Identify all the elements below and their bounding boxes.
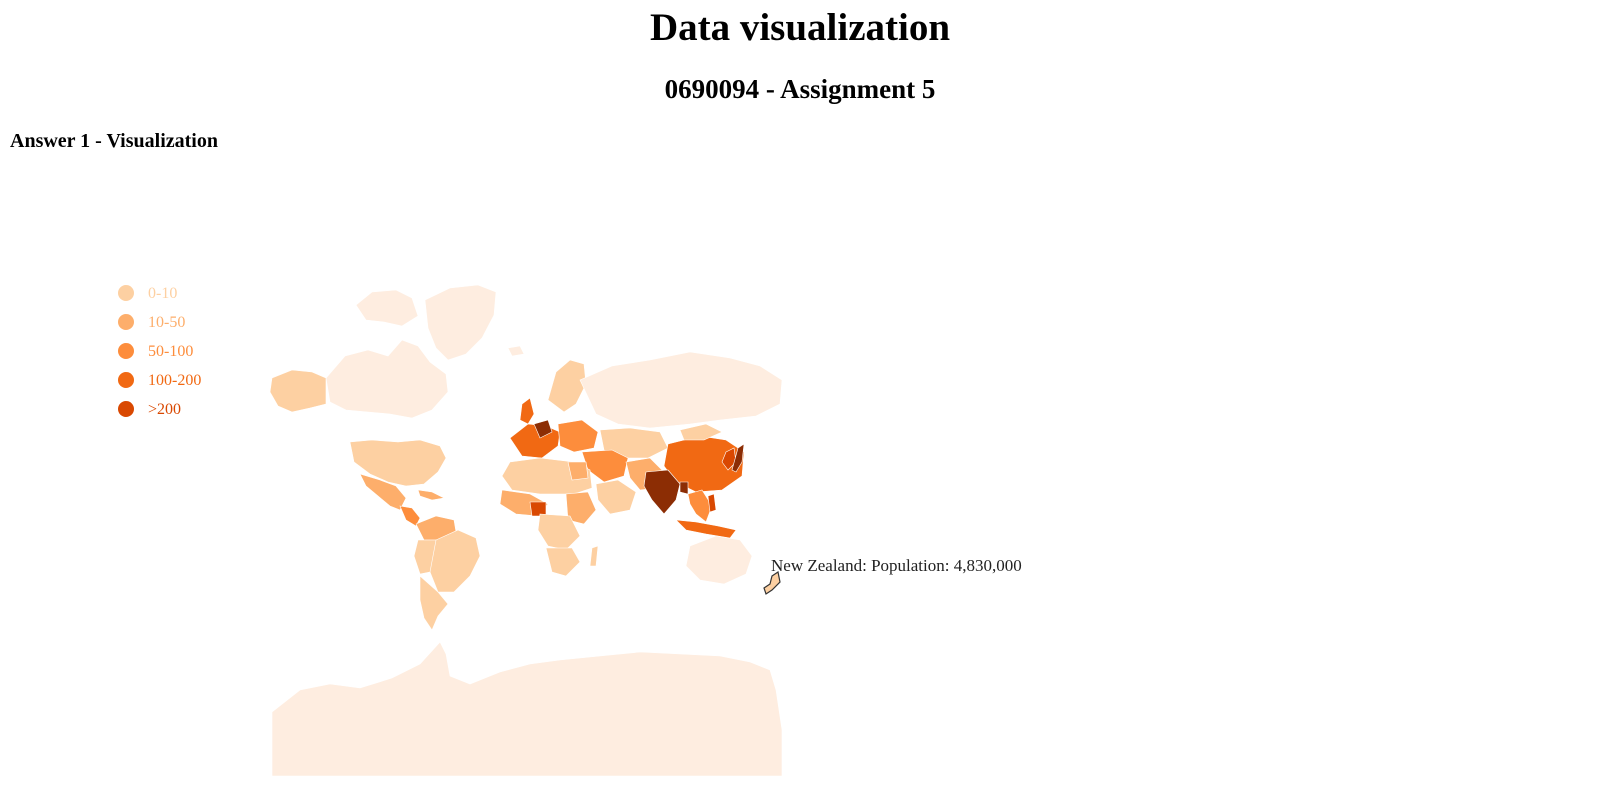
country-scandinavia[interactable] <box>547 359 587 413</box>
legend-swatch-0 <box>118 285 134 301</box>
legend-item-3: 100-200 <box>118 372 201 389</box>
legend-item-1: 10-50 <box>118 314 185 331</box>
page-subtitle: 0690094 - Assignment 5 <box>664 74 936 104</box>
country-nigeria[interactable] <box>529 501 547 517</box>
country-arabia[interactable] <box>595 479 637 515</box>
country-japan-islands[interactable] <box>731 443 745 473</box>
legend-swatch-4 <box>118 401 134 417</box>
country-mongolia[interactable] <box>679 423 723 441</box>
country-uk[interactable] <box>519 397 535 425</box>
country-southern-africa[interactable] <box>545 547 581 577</box>
legend-label-2: 50-100 <box>148 343 193 360</box>
legend-swatch-1 <box>118 314 134 330</box>
country-india[interactable] <box>643 469 681 515</box>
countries <box>269 284 783 777</box>
country-bangladesh[interactable] <box>679 481 689 495</box>
legend-swatch-3 <box>118 372 134 388</box>
country-antarctica[interactable] <box>271 641 783 777</box>
country-australia[interactable] <box>685 535 753 585</box>
tooltip-text: New Zealand: Population: 4,830,000 <box>771 556 1022 575</box>
legend-swatch-2 <box>118 343 134 359</box>
tooltip: New Zealand: Population: 4,830,000 <box>771 556 1022 575</box>
country-benelux[interactable] <box>533 419 553 439</box>
country-japan[interactable] <box>721 447 737 471</box>
country-iceland[interactable] <box>507 345 525 357</box>
country-madagascar[interactable] <box>589 545 599 567</box>
legend-label-3: 100-200 <box>148 372 201 389</box>
country-alaska[interactable] <box>269 369 327 413</box>
legend-label-0: 0-10 <box>148 285 177 302</box>
country-peru-bolivia[interactable] <box>413 539 437 575</box>
country-central-america[interactable] <box>399 505 421 527</box>
country-argentina-chile[interactable] <box>419 575 449 631</box>
country-mexico[interactable] <box>359 473 407 511</box>
country-russia[interactable] <box>579 351 783 429</box>
section-heading: Answer 1 - Visualization <box>10 130 218 152</box>
country-egypt[interactable] <box>567 461 589 481</box>
country-philippines[interactable] <box>707 493 717 513</box>
country-southeast-asia[interactable] <box>687 489 713 523</box>
legend: 0-10 10-50 50-100 100-200 >200 <box>118 285 201 418</box>
country-canada[interactable] <box>325 339 449 419</box>
country-western-europe[interactable] <box>509 423 561 459</box>
legend-label-4: >200 <box>148 401 181 418</box>
country-new-zealand[interactable] <box>763 571 781 595</box>
legend-item-2: 50-100 <box>118 343 193 360</box>
country-eastern-europe[interactable] <box>557 419 599 453</box>
country-canada-islands[interactable] <box>355 289 419 327</box>
legend-label-1: 10-50 <box>148 314 185 331</box>
country-indonesia[interactable] <box>675 519 737 539</box>
page-title: Data visualization <box>649 6 951 49</box>
country-usa[interactable] <box>349 439 447 487</box>
legend-item-4: >200 <box>118 401 181 418</box>
country-greenland[interactable] <box>424 284 497 361</box>
legend-item-0: 0-10 <box>118 285 177 302</box>
country-cuba[interactable] <box>417 489 445 501</box>
